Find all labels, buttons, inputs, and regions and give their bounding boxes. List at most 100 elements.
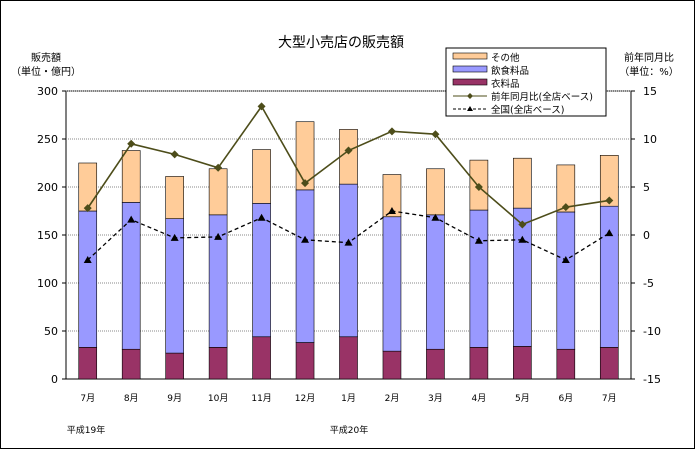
y-tick-label: 200 — [37, 181, 58, 194]
triangle-marker — [605, 229, 614, 237]
x-tick-label: 12月 — [295, 393, 315, 404]
y-axis-label: 販売額 — [31, 51, 61, 64]
bar-segment-飲食料品 — [599, 205, 619, 348]
triangle-marker — [344, 238, 353, 246]
x-tick-label: 5月 — [515, 393, 530, 404]
diamond-marker — [83, 204, 92, 213]
x-tick-label: 4月 — [472, 393, 487, 404]
bar-segment-その他 — [339, 129, 358, 185]
bar-segment-その他 — [426, 168, 445, 216]
y2-tick-label: 5 — [643, 181, 650, 194]
bar-segment-その他 — [513, 157, 532, 209]
x-tick-label: 10月 — [208, 393, 228, 404]
x-tick-label: 8月 — [124, 393, 139, 404]
bar-segment-衣料品 — [339, 336, 358, 380]
era-label-h20: 平成20年 — [330, 424, 368, 436]
bar-segment-衣料品 — [295, 342, 315, 380]
bar-segment-衣料品 — [121, 348, 141, 380]
bar-segment-飲食料品 — [382, 216, 402, 352]
bar-segment-衣料品 — [78, 347, 98, 380]
y-tick-label: 50 — [44, 325, 58, 338]
legend-label: 衣料品 — [491, 78, 520, 90]
triangle-marker — [387, 207, 396, 214]
y-axis-unit: （単位・億円） — [11, 65, 81, 78]
bar-segment-衣料品 — [426, 348, 445, 380]
x-tick-label: 7月 — [602, 393, 617, 404]
bar-segment-その他 — [295, 121, 315, 191]
y2-axis-label: 前年同月比 — [624, 51, 674, 64]
diamond-marker — [518, 220, 527, 229]
bar-segment-衣料品 — [599, 347, 619, 380]
diamond-marker — [301, 179, 310, 188]
diamond-marker — [605, 196, 614, 205]
bar-segment-その他 — [556, 164, 576, 213]
legend-swatch — [452, 65, 488, 73]
diamond-marker — [127, 139, 136, 148]
bar-segment-飲食料品 — [556, 211, 576, 350]
diamond-marker — [561, 203, 570, 212]
bar-segment-その他 — [165, 176, 184, 219]
diamond-marker — [467, 93, 473, 99]
x-tick-label: 6月 — [558, 393, 573, 404]
bar-segment-衣料品 — [556, 348, 576, 380]
bar-segment-飲食料品 — [295, 189, 315, 343]
bar-segment-飲食料品 — [339, 183, 358, 338]
legend-swatch — [452, 78, 488, 86]
bar-segment-その他 — [121, 150, 141, 203]
triangle-marker — [127, 215, 136, 223]
legend-swatch — [452, 52, 488, 60]
y2-tick-label: -10 — [643, 325, 661, 338]
y-tick-label: 250 — [37, 133, 58, 146]
bar-segment-衣料品 — [382, 350, 402, 380]
bar-segment-飲食料品 — [78, 210, 98, 348]
y-tick-label: 0 — [51, 373, 58, 386]
y-tick-label: 300 — [37, 85, 58, 98]
diamond-marker — [431, 130, 440, 139]
bar-segment-その他 — [78, 162, 98, 212]
bar-segment-その他 — [599, 155, 619, 207]
bar-segment-飲食料品 — [469, 209, 489, 348]
triangle-marker — [301, 235, 310, 243]
legend-label: 飲食料品 — [491, 65, 529, 77]
triangle-marker — [561, 255, 570, 263]
x-tick-label: 2月 — [385, 393, 400, 404]
triangle-marker — [83, 255, 92, 263]
diamond-marker — [257, 102, 266, 111]
triangle-marker — [214, 232, 223, 240]
diamond-marker — [170, 150, 179, 159]
bar-segment-飲食料品 — [426, 214, 445, 350]
triangle-marker — [170, 233, 179, 241]
bar-segment-衣料品 — [165, 352, 184, 380]
x-tick-label: 1月 — [341, 393, 356, 404]
era-label-h19: 平成19年 — [67, 424, 105, 436]
bar-segment-その他 — [208, 168, 228, 216]
y2-tick-label: -15 — [643, 373, 661, 386]
y2-tick-label: -5 — [643, 277, 654, 290]
y2-axis-unit: （単位：%） — [619, 65, 679, 78]
bar-segment-衣料品 — [208, 347, 228, 380]
bar-segment-その他 — [382, 174, 402, 218]
x-tick-label: 7月 — [80, 393, 95, 404]
triangle-marker — [431, 213, 440, 221]
diamond-marker — [214, 163, 223, 172]
diamond-marker — [387, 127, 396, 136]
bar-segment-衣料品 — [252, 336, 271, 380]
chart-title: 大型小売店の販売額 — [278, 35, 404, 51]
triangle-marker — [518, 235, 527, 243]
bar-segment-飲食料品 — [121, 202, 141, 350]
bar-segment-衣料品 — [513, 346, 532, 380]
diamond-marker — [344, 146, 353, 155]
triangle-marker — [474, 236, 483, 244]
x-tick-label: 3月 — [428, 393, 443, 404]
x-tick-label: 9月 — [167, 393, 182, 404]
triangle-marker — [257, 213, 266, 221]
legend-label: 全国(全店ベース) — [491, 104, 564, 116]
triangle-marker — [467, 106, 473, 111]
legend-label: 前年同月比(全店ベース) — [491, 91, 593, 103]
bar-segment-衣料品 — [469, 347, 489, 380]
y-tick-label: 100 — [37, 277, 58, 290]
y-tick-label: 150 — [37, 229, 58, 242]
